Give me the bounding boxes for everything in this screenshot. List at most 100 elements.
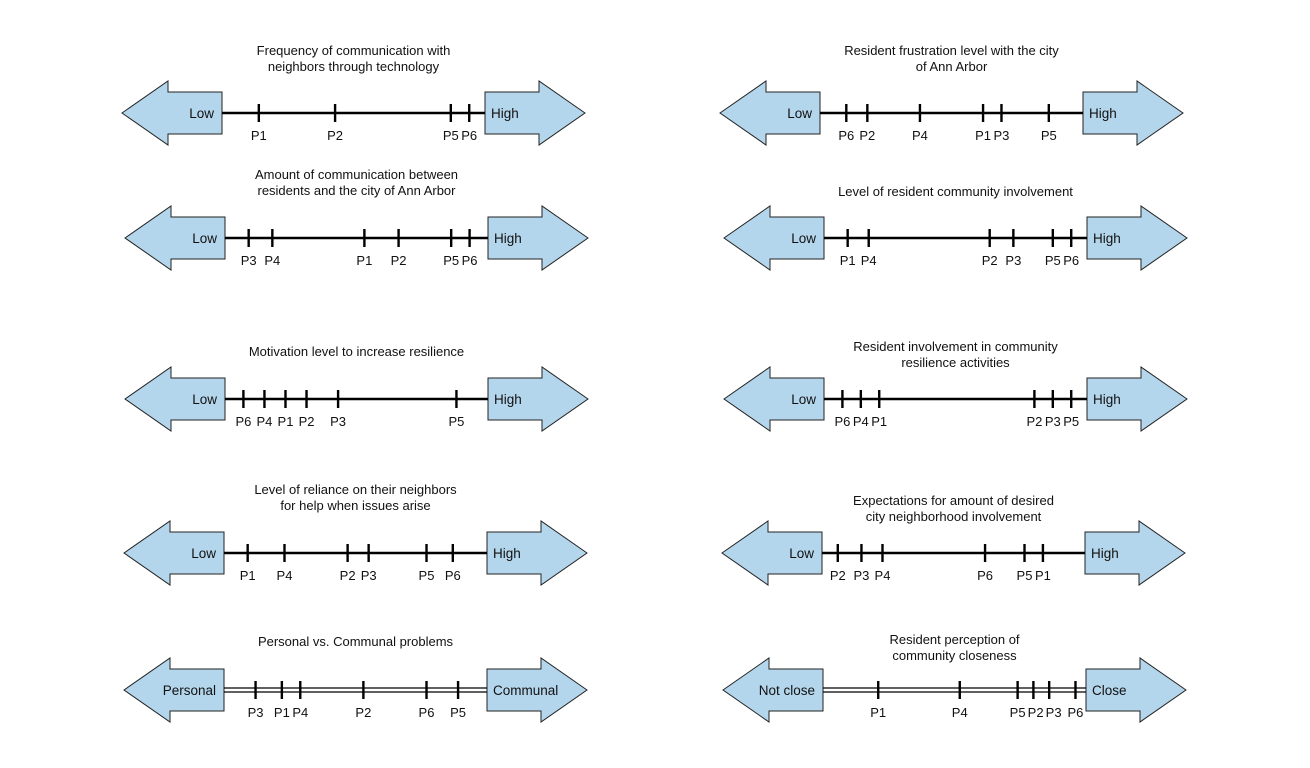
high-label: High: [494, 231, 522, 246]
marker-label-p2: P2: [830, 568, 846, 583]
low-label: Not close: [759, 683, 815, 698]
marker-label-p3: P3: [241, 253, 257, 268]
marker-label-p6: P6: [1063, 253, 1079, 268]
scale-title-line: Level of resident community involvement: [838, 184, 1073, 199]
marker-label-p4: P4: [952, 705, 968, 720]
high-label: High: [1089, 106, 1117, 121]
marker-label-p3: P3: [361, 568, 377, 583]
marker-label-p5: P5: [1063, 414, 1079, 429]
marker-label-p3: P3: [853, 568, 869, 583]
scale-6: Resident involvement in communityresilie…: [723, 339, 1188, 432]
marker-label-p4: P4: [256, 414, 272, 429]
scale-4: Level of resident community involvement L…: [723, 184, 1188, 271]
high-label: High: [1093, 392, 1121, 407]
marker-label-p2: P2: [340, 568, 356, 583]
scale-title-line: city neighborhood involvement: [866, 509, 1042, 524]
marker-label-p4: P4: [875, 568, 891, 583]
marker-label-p4: P4: [264, 253, 280, 268]
high-label: High: [494, 392, 522, 407]
marker-label-p5: P5: [1045, 253, 1061, 268]
scale-3: Amount of communication betweenresidents…: [124, 167, 589, 271]
marker-label-p1: P1: [356, 253, 372, 268]
marker-label-p1: P1: [1035, 568, 1051, 583]
marker-label-p5: P5: [419, 568, 435, 583]
scale-title-line: community closeness: [892, 648, 1017, 663]
marker-label-p6: P6: [1068, 705, 1084, 720]
high-arrow: [1085, 657, 1187, 723]
marker-label-p3: P3: [1045, 414, 1061, 429]
scale-title-line: Resident frustration level with the city: [844, 43, 1059, 58]
marker-label-p6: P6: [838, 128, 854, 143]
marker-label-p1: P1: [871, 414, 887, 429]
low-arrow: [722, 657, 824, 723]
marker-label-p2: P2: [1026, 414, 1042, 429]
low-label: Low: [787, 106, 812, 121]
low-label: Low: [789, 546, 814, 561]
high-label: High: [1093, 231, 1121, 246]
scale-title-line: residents and the city of Ann Arbor: [257, 183, 456, 198]
scale-title-line: resilience activities: [901, 355, 1010, 370]
high-label: High: [493, 546, 521, 561]
marker-label-p6: P6: [419, 705, 435, 720]
marker-label-p2: P2: [299, 414, 315, 429]
low-label: Low: [791, 231, 816, 246]
scale-1: Frequency of communication withneighbors…: [121, 43, 586, 146]
high-label: High: [491, 106, 519, 121]
low-label: Low: [189, 106, 214, 121]
marker-label-p1: P1: [870, 705, 886, 720]
marker-label-p5: P5: [1041, 128, 1057, 143]
marker-label-p1: P1: [251, 128, 267, 143]
scale-title-line: Amount of communication between: [255, 167, 458, 182]
high-label: Close: [1092, 683, 1127, 698]
scale-2: Resident frustration level with the city…: [719, 43, 1184, 146]
marker-label-p2: P2: [1028, 705, 1044, 720]
scale-title-line: Resident perception of: [889, 632, 1019, 647]
scale-7: Level of reliance on their neighborsfor …: [123, 482, 588, 586]
marker-label-p6: P6: [235, 414, 251, 429]
marker-label-p3: P3: [1046, 705, 1062, 720]
marker-label-p1: P1: [240, 568, 256, 583]
marker-label-p3: P3: [994, 128, 1010, 143]
marker-label-p6: P6: [977, 568, 993, 583]
marker-label-p6: P6: [462, 253, 478, 268]
marker-label-p2: P2: [355, 705, 371, 720]
marker-label-p1: P1: [975, 128, 991, 143]
marker-label-p2: P2: [859, 128, 875, 143]
high-label: High: [1091, 546, 1119, 561]
scale-title-line: Expectations for amount of desired: [853, 493, 1054, 508]
marker-label-p2: P2: [391, 253, 407, 268]
low-label: Low: [791, 392, 816, 407]
scale-title-line: Personal vs. Communal problems: [258, 634, 454, 649]
low-label: Low: [192, 392, 217, 407]
scale-title-line: Frequency of communication with: [257, 43, 451, 58]
low-label: Personal: [163, 683, 216, 698]
scale-title-line: Resident involvement in community: [853, 339, 1058, 354]
marker-label-p3: P3: [248, 705, 264, 720]
marker-label-p5: P5: [1017, 568, 1033, 583]
scale-title-line: for help when issues arise: [280, 498, 430, 513]
low-label: Low: [191, 546, 216, 561]
marker-label-p4: P4: [912, 128, 928, 143]
marker-label-p3: P3: [1005, 253, 1021, 268]
marker-label-p2: P2: [327, 128, 343, 143]
marker-label-p1: P1: [278, 414, 294, 429]
low-arrow: [123, 657, 225, 723]
marker-label-p5: P5: [450, 705, 466, 720]
marker-label-p2: P2: [982, 253, 998, 268]
marker-label-p1: P1: [840, 253, 856, 268]
marker-label-p5: P5: [448, 414, 464, 429]
marker-label-p5: P5: [443, 128, 459, 143]
marker-label-p4: P4: [861, 253, 877, 268]
scale-9: Personal vs. Communal problems Personal Co…: [123, 634, 588, 723]
marker-label-p6: P6: [461, 128, 477, 143]
marker-label-p3: P3: [330, 414, 346, 429]
scale-5: Motivation level to increase resilience L…: [124, 344, 589, 432]
marker-label-p4: P4: [853, 414, 869, 429]
high-label: Communal: [493, 683, 558, 698]
marker-label-p6: P6: [445, 568, 461, 583]
marker-label-p6: P6: [834, 414, 850, 429]
marker-label-p4: P4: [292, 705, 308, 720]
